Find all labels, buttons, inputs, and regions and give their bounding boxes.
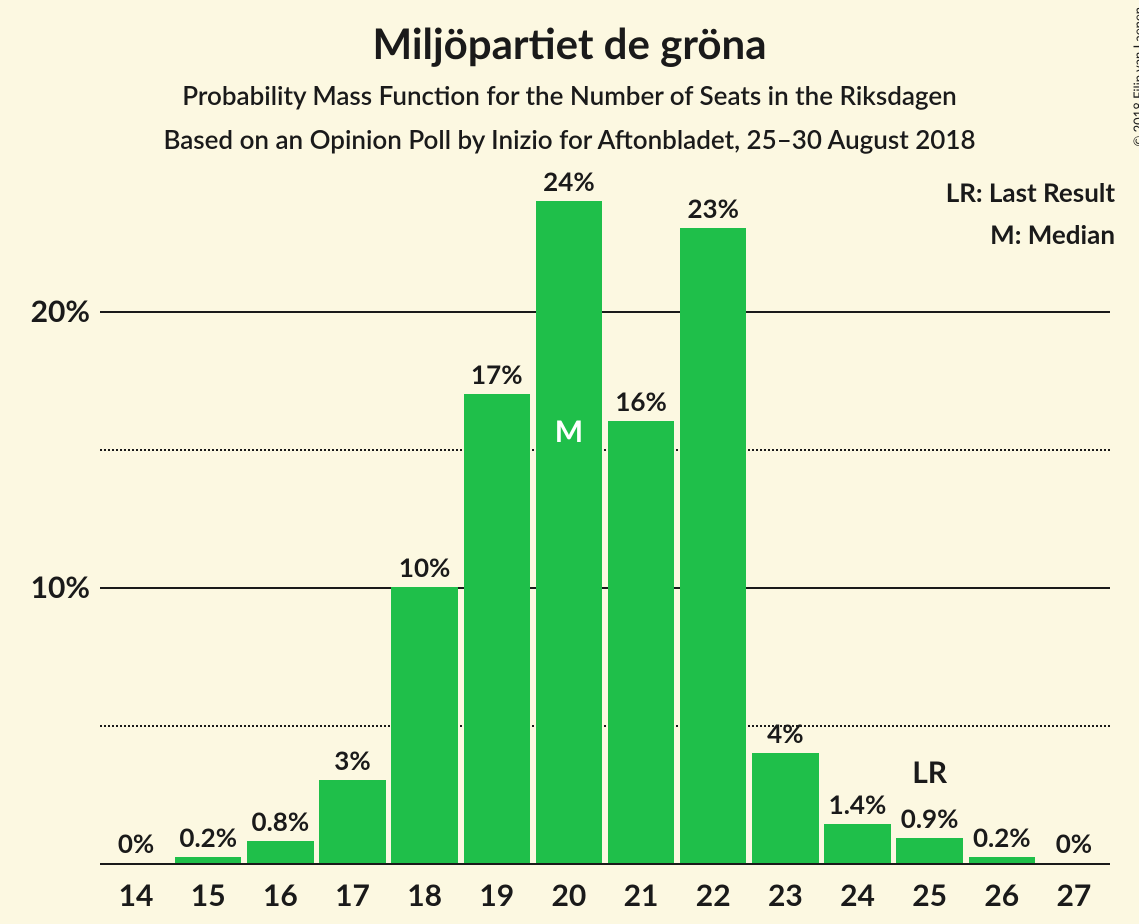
bar-value-label: 4%: [767, 717, 803, 753]
bar-value-label: 3%: [334, 744, 370, 780]
y-tick-label: 20%: [31, 293, 100, 329]
bar-value-label: 24%: [543, 165, 594, 201]
x-tick-label: 27: [1057, 863, 1092, 913]
bar: 24%M: [536, 201, 602, 863]
gridline-minor: [100, 449, 1110, 451]
bar: 23%: [680, 228, 746, 863]
y-tick-label: 10%: [31, 569, 100, 605]
bar: 1.4%: [824, 824, 890, 863]
x-tick-label: 18: [407, 863, 442, 913]
x-tick-label: 16: [263, 863, 298, 913]
bar: 4%: [752, 753, 818, 863]
bar: 3%: [319, 780, 385, 863]
legend: LR: Last Result M: Median: [946, 176, 1115, 250]
x-tick-label: 21: [624, 863, 659, 913]
x-tick-label: 25: [912, 863, 947, 913]
bar-value-label: 0.9%: [901, 802, 959, 838]
bar: 0.8%: [247, 841, 313, 863]
gridline-major: [100, 311, 1110, 313]
bar-value-label: 23%: [687, 192, 738, 228]
bar-lr-label: LR: [912, 754, 947, 790]
bar-value-label: 1.4%: [829, 788, 887, 824]
x-tick-label: 17: [335, 863, 370, 913]
bar: 17%: [464, 394, 530, 863]
bar-value-label: 0.2%: [973, 821, 1031, 857]
x-tick-label: 19: [479, 863, 514, 913]
legend-item: LR: Last Result: [946, 176, 1115, 208]
x-tick-label: 23: [768, 863, 803, 913]
gridline-major: [100, 587, 1110, 589]
bar: 10%: [391, 587, 457, 863]
copyright-text: © 2018 Filip van Laenen: [1131, 7, 1139, 147]
gridline-major: [100, 863, 1110, 865]
bar-value-label: 0.2%: [179, 821, 237, 857]
x-tick-label: 20: [552, 863, 587, 913]
bar: 16%: [608, 421, 674, 863]
chart-subtitle-1: Probability Mass Function for the Number…: [0, 79, 1139, 111]
bar-value-label: 10%: [399, 551, 450, 587]
gridline-minor: [100, 725, 1110, 727]
bar-value-label: 0.8%: [252, 805, 310, 841]
bar: 0.9%: [896, 838, 962, 863]
bar-median-label: M: [536, 413, 602, 449]
bar-value-label: 0%: [1056, 827, 1092, 863]
bar-value-label: 16%: [615, 385, 666, 421]
x-tick-label: 15: [191, 863, 226, 913]
legend-item: M: Median: [946, 218, 1115, 250]
canvas: Miljöpartiet de gröna Probability Mass Fu…: [0, 0, 1139, 924]
x-tick-label: 26: [984, 863, 1019, 913]
chart-title: Miljöpartiet de gröna: [0, 18, 1139, 68]
bar-value-label: 0%: [118, 827, 154, 863]
plot-area: 10%20%0%140.2%150.8%163%1710%1817%1924%M…: [100, 173, 1110, 863]
bar-value-label: 17%: [471, 358, 522, 394]
x-tick-label: 14: [119, 863, 154, 913]
x-tick-label: 22: [696, 863, 731, 913]
x-tick-label: 24: [840, 863, 875, 913]
chart-subtitle-2: Based on an Opinion Poll by Inizio for A…: [0, 123, 1139, 155]
